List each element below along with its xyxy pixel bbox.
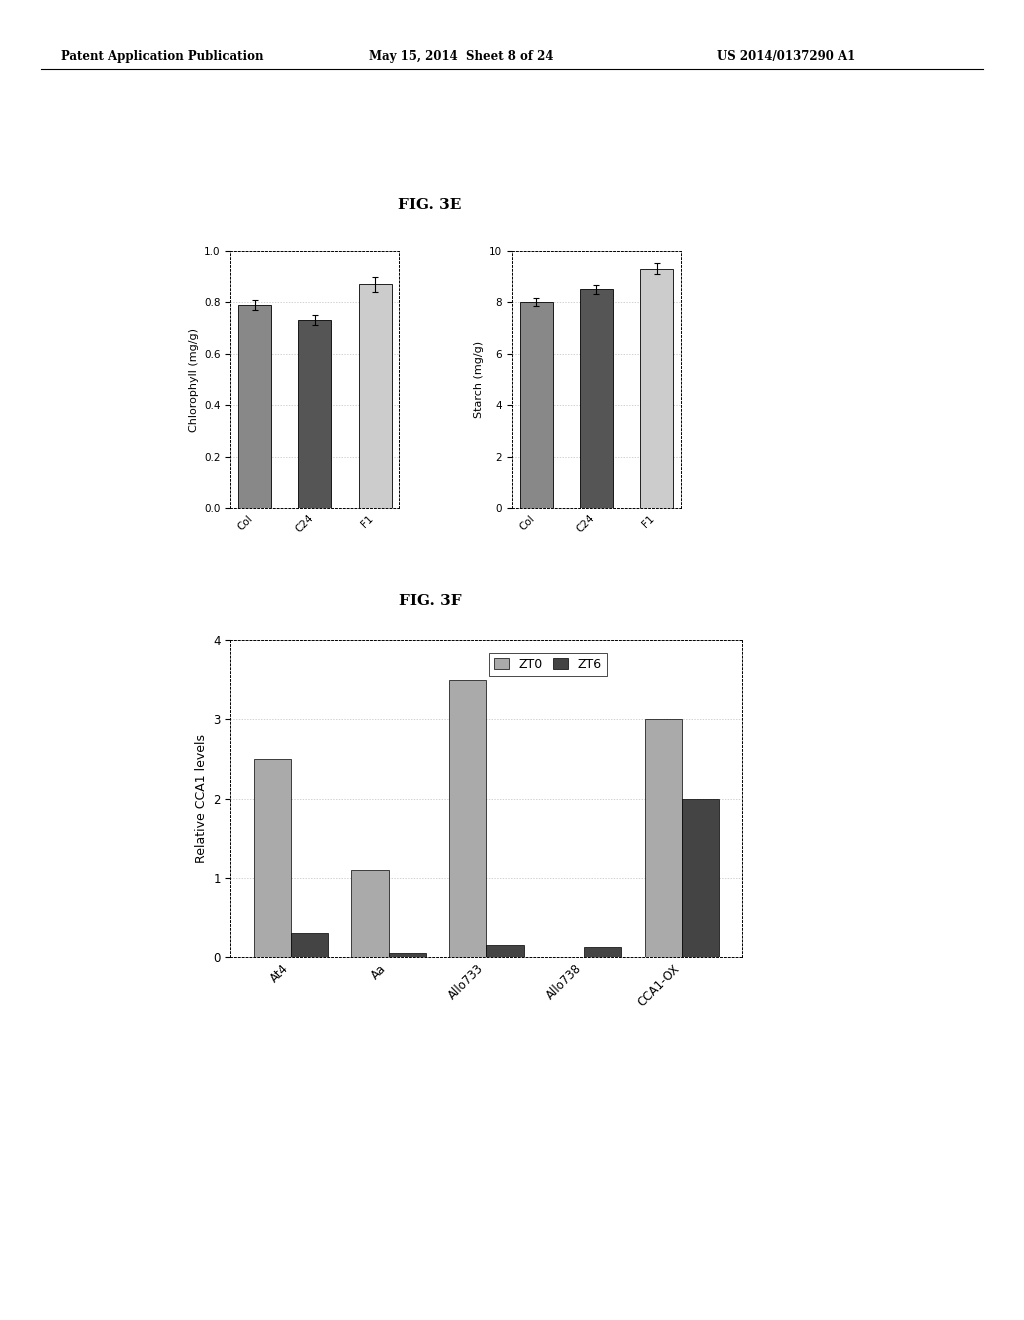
Bar xyxy=(351,870,389,957)
Bar xyxy=(238,305,271,508)
Bar xyxy=(486,945,523,957)
Bar xyxy=(640,269,674,508)
Text: US 2014/0137290 A1: US 2014/0137290 A1 xyxy=(717,50,855,63)
Text: FIG. 3F: FIG. 3F xyxy=(398,594,462,607)
Bar xyxy=(358,284,391,508)
Bar xyxy=(519,302,553,508)
Text: May 15, 2014  Sheet 8 of 24: May 15, 2014 Sheet 8 of 24 xyxy=(369,50,553,63)
Y-axis label: Starch (mg/g): Starch (mg/g) xyxy=(473,341,483,418)
Bar xyxy=(584,948,622,957)
Bar xyxy=(580,289,613,508)
Bar xyxy=(291,933,328,957)
Bar xyxy=(645,719,682,957)
Bar xyxy=(298,321,332,508)
Y-axis label: Chlorophyll (mg/g): Chlorophyll (mg/g) xyxy=(188,327,199,432)
Bar xyxy=(254,759,291,957)
Text: Patent Application Publication: Patent Application Publication xyxy=(61,50,264,63)
Bar xyxy=(389,953,426,957)
Text: FIG. 3E: FIG. 3E xyxy=(398,198,462,211)
Legend: ZT0, ZT6: ZT0, ZT6 xyxy=(488,653,607,676)
Y-axis label: Relative CCA1 levels: Relative CCA1 levels xyxy=(195,734,208,863)
Bar xyxy=(682,799,719,957)
Bar xyxy=(450,680,486,957)
